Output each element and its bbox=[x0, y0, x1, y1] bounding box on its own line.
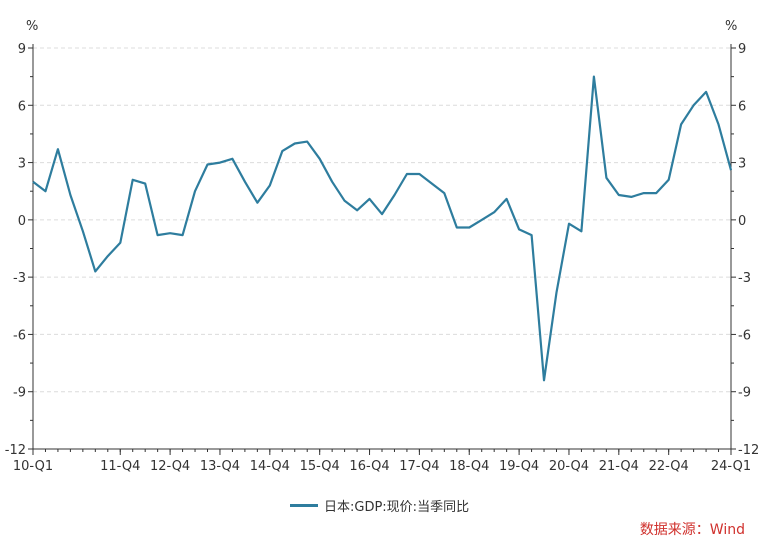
left-y-axis: 9 6 3 0 -3 -6 -9 -12 bbox=[5, 42, 33, 458]
y-tick-label: -12 bbox=[5, 443, 26, 458]
right-y-axis: 9 6 3 0 -3 -6 -9 -12 bbox=[731, 42, 759, 458]
y-tick-label: -6 bbox=[738, 328, 751, 343]
y-tick-label: 3 bbox=[738, 157, 746, 172]
y-tick-label: -12 bbox=[738, 443, 759, 458]
x-tick-label: 20-Q4 bbox=[549, 459, 589, 474]
y-tick-label: -3 bbox=[13, 271, 26, 286]
x-tick-label: 10-Q1 bbox=[13, 459, 53, 474]
y-tick-label: 0 bbox=[18, 214, 26, 229]
y-tick-label: 0 bbox=[738, 214, 746, 229]
x-tick-label: 24-Q1 bbox=[711, 459, 751, 474]
source-note: 数据来源：Wind bbox=[639, 522, 745, 538]
y-tick-label: 6 bbox=[738, 99, 746, 114]
legend-swatch bbox=[290, 503, 318, 507]
x-tick-label: 13-Q4 bbox=[200, 459, 240, 474]
y-tick-label: 6 bbox=[18, 99, 26, 114]
legend: 日本:GDP:现价:当季同比 bbox=[290, 495, 469, 515]
legend-label: 日本:GDP:现价:当季同比 bbox=[324, 499, 470, 515]
y-tick-label: -9 bbox=[738, 386, 751, 401]
right-axis-unit: % bbox=[725, 19, 737, 34]
x-tick-label: 17-Q4 bbox=[399, 459, 439, 474]
x-tick-label: 14-Q4 bbox=[250, 459, 290, 474]
grid-lines bbox=[33, 47, 731, 393]
x-tick-label: 12-Q4 bbox=[150, 459, 190, 474]
axes bbox=[32, 44, 732, 450]
x-tick-label: 16-Q4 bbox=[349, 459, 389, 474]
x-tick-label: 21-Q4 bbox=[599, 459, 639, 474]
y-tick-label: 9 bbox=[738, 42, 746, 57]
x-tick-label: 15-Q4 bbox=[300, 459, 340, 474]
y-tick-label: -6 bbox=[13, 328, 26, 343]
x-tick-label: 11-Q4 bbox=[100, 459, 140, 474]
y-tick-label: -3 bbox=[738, 271, 751, 286]
y-tick-label: -9 bbox=[13, 386, 26, 401]
x-tick-label: 22-Q4 bbox=[649, 459, 689, 474]
x-tick-label: 18-Q4 bbox=[449, 459, 489, 474]
left-axis-unit: % bbox=[26, 19, 38, 34]
series-line bbox=[32, 75, 733, 382]
x-tick-label: 19-Q4 bbox=[499, 459, 539, 474]
x-axis: 10-Q1 11-Q4 12-Q4 13-Q4 14-Q4 15-Q4 16-Q4 17-Q4… bbox=[13, 449, 751, 474]
y-tick-label: 9 bbox=[18, 42, 26, 57]
y-tick-label: 3 bbox=[18, 157, 26, 172]
